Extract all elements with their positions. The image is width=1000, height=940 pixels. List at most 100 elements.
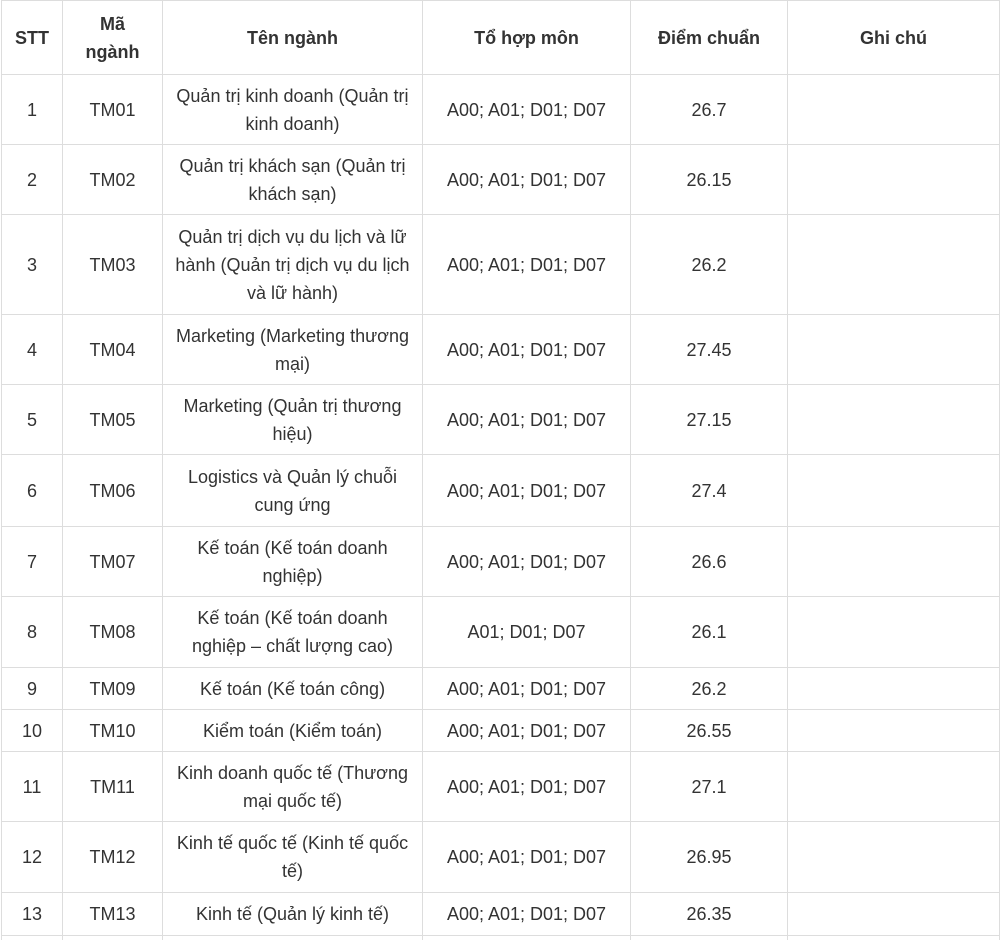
table-row: 3 TM03 Quản trị dịch vụ du lịch và lữ hành… <box>1 214 1000 315</box>
table-cell: A00; A01; D01; D07 <box>422 214 631 315</box>
table-cell: 26.2 <box>630 214 788 315</box>
table-row: 6 TM06 Logistics và Quản lý chuỗi cung ứng… <box>1 454 1000 527</box>
table-cell: 11 <box>1 751 63 822</box>
header-cell: Tên ngành <box>162 0 423 75</box>
empty-cell <box>787 384 1000 455</box>
table-cell: 7 <box>1 526 63 597</box>
table-cell: 9 <box>1 667 63 710</box>
header-cell: Ghi chú <box>787 0 1000 75</box>
table-row: 9 TM09 Kế toán (Kế toán công) A00; A01; D01… <box>1 667 1000 710</box>
table-cell: 4 <box>1 314 63 385</box>
table-cell: 27.4 <box>630 454 788 527</box>
table-cell: Kế toán (Kế toán doanh nghiệp) <box>162 526 423 597</box>
table-cell: Quản trị khách sạn (Quản trị khách sạn) <box>162 144 423 215</box>
table-cell: Logistics và Quản lý chuỗi cung ứng <box>162 454 423 527</box>
empty-cell <box>787 709 1000 752</box>
table-row: 7 TM07 Kế toán (Kế toán doanh nghiệp) A00; … <box>1 526 1000 597</box>
empty-cell <box>787 214 1000 315</box>
table-cell: 3 <box>1 214 63 315</box>
empty-cell <box>787 526 1000 597</box>
table-cell: TM07 <box>62 526 163 597</box>
table-cell: 27.15 <box>630 384 788 455</box>
empty-cell <box>422 935 631 940</box>
empty-cell <box>1 935 63 940</box>
table-cell: TM01 <box>62 74 163 145</box>
table-cell: 26.6 <box>630 526 788 597</box>
table-row: 5 TM05 Marketing (Quản trị thương hiệu) A00… <box>1 384 1000 455</box>
table-cell: A00; A01; D01; D07 <box>422 821 631 893</box>
header-cell: Mã ngành <box>62 0 163 75</box>
empty-cell <box>787 935 1000 940</box>
table-cell: A00; A01; D01; D07 <box>422 526 631 597</box>
table-cell: Quản trị kinh doanh (Quản trị kinh doanh… <box>162 74 423 145</box>
table-cell: 26.15 <box>630 144 788 215</box>
table-cell: TM08 <box>62 596 163 668</box>
header-cell: Tổ hợp môn <box>422 0 631 75</box>
table-cell: TM12 <box>62 821 163 893</box>
table-cell: 13 <box>1 892 63 936</box>
table-row: 8 TM08 Kế toán (Kế toán doanh nghiệp – chấ… <box>1 596 1000 668</box>
table-cell: 1 <box>1 74 63 145</box>
table-cell: 27.1 <box>630 751 788 822</box>
table-row: 4 TM04 Marketing (Marketing thương mại) A00… <box>1 314 1000 385</box>
table-cell: A00; A01; D01; D07 <box>422 709 631 752</box>
table-cell: 26.55 <box>630 709 788 752</box>
table-cell: TM06 <box>62 454 163 527</box>
table-cell: A00; A01; D01; D07 <box>422 667 631 710</box>
table-cell: 12 <box>1 821 63 893</box>
table-cell: 26.7 <box>630 74 788 145</box>
table-cell: A00; A01; D01; D07 <box>422 144 631 215</box>
table-cell: 26.95 <box>630 821 788 893</box>
table-cell: Kế toán (Kế toán doanh nghiệp – chất lượ… <box>162 596 423 668</box>
table-cell: 5 <box>1 384 63 455</box>
table-cell: 26.1 <box>630 596 788 668</box>
table-body: 1 TM01 Quản trị kinh doanh (Quản trị kinh … <box>1 74 1000 940</box>
table-cell: 10 <box>1 709 63 752</box>
empty-cell <box>787 74 1000 145</box>
table-cell: Quản trị dịch vụ du lịch và lữ hành (Quả… <box>162 214 423 315</box>
table-cell: Kiểm toán (Kiểm toán) <box>162 709 423 752</box>
table-cell: A00; A01; D01; D07 <box>422 751 631 822</box>
table-cell: 27.45 <box>630 314 788 385</box>
empty-cell <box>787 454 1000 527</box>
table-cell: 6 <box>1 454 63 527</box>
table-cell: A00; A01; D01; D07 <box>422 384 631 455</box>
empty-cell <box>162 935 423 940</box>
table-cell: TM09 <box>62 667 163 710</box>
table-cell: A00; A01; D01; D07 <box>422 74 631 145</box>
empty-cell <box>787 892 1000 936</box>
table-cell: Kinh doanh quốc tế (Thương mại quốc tế) <box>162 751 423 822</box>
table-cell: Marketing (Quản trị thương hiệu) <box>162 384 423 455</box>
table-cell: Kinh tế quốc tế (Kinh tế quốc tế) <box>162 821 423 893</box>
header-cell: Điểm chuẩn <box>630 0 788 75</box>
table-cell: 26.35 <box>630 892 788 936</box>
empty-cell <box>787 751 1000 822</box>
table-row <box>1 935 1000 940</box>
table-cell: Kinh tế (Quản lý kinh tế) <box>162 892 423 936</box>
table-cell: A00; A01; D01; D07 <box>422 454 631 527</box>
table-cell: 26.2 <box>630 667 788 710</box>
header-row: STT Mã ngành Tên ngành Tổ hợp môn Điểm chuẩn… <box>1 0 1000 75</box>
table-cell: TM10 <box>62 709 163 752</box>
table-cell: A00; A01; D01; D07 <box>422 314 631 385</box>
table-cell: TM04 <box>62 314 163 385</box>
table-cell: TM13 <box>62 892 163 936</box>
table-cell: TM05 <box>62 384 163 455</box>
empty-cell <box>787 596 1000 668</box>
empty-cell <box>62 935 163 940</box>
empty-cell <box>630 935 788 940</box>
table-row: 11 TM11 Kinh doanh quốc tế (Thương mại quố… <box>1 751 1000 822</box>
header-cell: STT <box>1 0 63 75</box>
table-cell: TM11 <box>62 751 163 822</box>
table-cell: A01; D01; D07 <box>422 596 631 668</box>
empty-cell <box>787 667 1000 710</box>
table-cell: TM02 <box>62 144 163 215</box>
empty-cell <box>787 314 1000 385</box>
empty-cell <box>787 821 1000 893</box>
table-cell: A00; A01; D01; D07 <box>422 892 631 936</box>
table-row: 2 TM02 Quản trị khách sạn (Quản trị khách … <box>1 144 1000 215</box>
table-row: 12 TM12 Kinh tế quốc tế (Kinh tế quốc tế) A… <box>1 821 1000 893</box>
table-row: 13 TM13 Kinh tế (Quản lý kinh tế) A00; A01;… <box>1 892 1000 936</box>
